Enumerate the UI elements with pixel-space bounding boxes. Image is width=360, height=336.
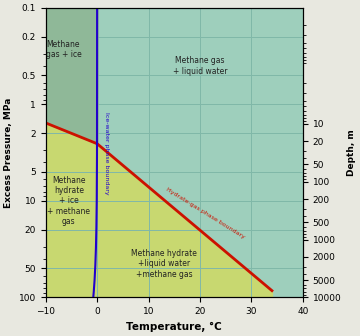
X-axis label: Temperature, °C: Temperature, °C <box>126 322 222 332</box>
Text: Hydrate-gas phase boundary: Hydrate-gas phase boundary <box>165 186 246 239</box>
Y-axis label: Depth, m: Depth, m <box>347 129 356 176</box>
Text: Methane
hydrate
+ ice
+ methane
gas: Methane hydrate + ice + methane gas <box>47 176 90 226</box>
Text: Methane
gas + ice: Methane gas + ice <box>46 40 82 59</box>
Y-axis label: Excess Pressure, MPa: Excess Pressure, MPa <box>4 97 13 208</box>
Text: Methane hydrate
+liquid water
+methane gas: Methane hydrate +liquid water +methane g… <box>131 249 197 279</box>
Text: Ice-water phase boundary: Ice-water phase boundary <box>104 112 109 195</box>
Text: Methane gas
+ liquid water: Methane gas + liquid water <box>173 56 227 76</box>
